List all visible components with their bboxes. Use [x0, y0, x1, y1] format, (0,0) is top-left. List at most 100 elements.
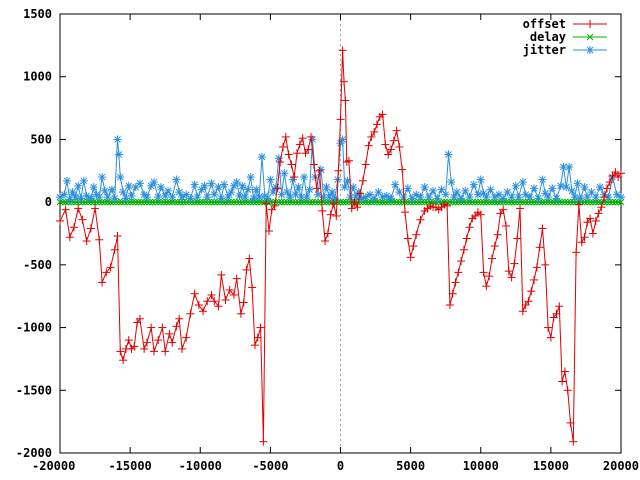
- data-point-offset: [106, 263, 115, 272]
- data-point-jitter: [556, 181, 565, 190]
- data-point-delay: [311, 198, 319, 206]
- data-point-delay: [491, 198, 499, 206]
- data-point-jitter: [200, 181, 209, 190]
- data-point-offset: [401, 208, 410, 217]
- data-point-offset: [560, 367, 569, 376]
- data-point-delay: [612, 198, 619, 206]
- data-point-offset: [248, 283, 257, 292]
- data-point-delay: [84, 198, 92, 206]
- data-point-delay: [157, 198, 165, 206]
- data-point-delay: [216, 198, 224, 206]
- data-point-delay: [59, 198, 67, 206]
- data-point-offset: [250, 341, 259, 350]
- data-point-offset: [501, 221, 510, 230]
- data-point-delay: [339, 198, 347, 206]
- data-point-delay: [174, 198, 182, 206]
- data-point-jitter: [172, 175, 181, 184]
- data-point-offset: [532, 263, 541, 272]
- data-point-offset: [172, 322, 181, 331]
- data-point-offset: [135, 314, 144, 323]
- data-point-jitter: [241, 193, 250, 202]
- data-point-offset: [95, 235, 104, 244]
- legend-label-jitter: jitter: [523, 43, 566, 57]
- data-point-offset: [580, 233, 589, 242]
- data-point-jitter: [530, 184, 539, 193]
- data-point-delay: [382, 198, 389, 206]
- data-point-offset: [78, 215, 87, 224]
- data-point-jitter: [246, 173, 255, 182]
- data-point-delay: [112, 198, 120, 206]
- data-point-delay: [390, 198, 398, 206]
- data-point-jitter: [95, 193, 104, 202]
- data-point-delay: [541, 198, 549, 206]
- data-point-jitter: [286, 193, 295, 202]
- data-point-jitter: [412, 190, 421, 199]
- data-point-offset: [142, 338, 151, 347]
- data-point-offset: [459, 245, 468, 254]
- data-point-jitter: [587, 188, 596, 197]
- data-point-delay: [567, 198, 574, 206]
- data-point-offset: [190, 289, 199, 298]
- data-point-jitter: [420, 183, 429, 192]
- data-point-delay: [519, 198, 527, 206]
- data-point-delay: [452, 198, 459, 206]
- data-point-offset: [555, 302, 564, 311]
- data-point-offset: [341, 96, 350, 105]
- data-point-delay: [121, 198, 128, 206]
- data-point-offset: [403, 234, 412, 243]
- data-point-delay: [373, 198, 381, 206]
- data-point-jitter: [567, 186, 576, 195]
- data-point-jitter: [612, 190, 621, 199]
- data-point-jitter: [576, 194, 585, 203]
- data-point-delay: [258, 198, 266, 206]
- data-point-jitter: [193, 193, 202, 202]
- data-point-jitter: [243, 185, 252, 194]
- data-point-jitter: [113, 135, 122, 144]
- y-axis-ticks: -2000 -1500 -1000 -500 0 500 1000 1500: [16, 7, 621, 460]
- data-point-delay: [219, 198, 227, 206]
- data-point-offset: [207, 290, 216, 299]
- data-point-delay: [603, 198, 611, 206]
- data-point-offset: [563, 386, 572, 395]
- data-point-delay: [609, 198, 616, 206]
- data-point-delay: [309, 198, 316, 206]
- data-point-jitter: [74, 181, 83, 190]
- data-point-offset: [318, 206, 327, 215]
- data-point-jitter: [114, 150, 123, 159]
- data-point-offset: [476, 210, 485, 219]
- data-point-offset: [617, 169, 625, 178]
- data-point-jitter: [465, 193, 474, 202]
- data-point-offset: [594, 209, 603, 218]
- data-point-offset: [538, 224, 547, 233]
- data-point-offset: [370, 127, 379, 136]
- data-point-delay: [303, 198, 311, 206]
- data-point-jitter: [416, 193, 425, 202]
- data-point-delay: [544, 198, 552, 206]
- data-point-delay: [522, 198, 529, 206]
- data-point-delay: [558, 198, 566, 206]
- data-point-jitter: [514, 193, 523, 202]
- data-point-offset: [221, 295, 230, 304]
- data-point-delay: [98, 198, 106, 206]
- y-tick-label: 500: [30, 132, 52, 146]
- data-point-delay: [233, 198, 241, 206]
- series-offset: [56, 46, 625, 446]
- y-tick-label: -1000: [16, 321, 52, 335]
- data-point-offset: [229, 290, 238, 299]
- data-point-jitter: [124, 181, 133, 190]
- data-point-offset: [165, 329, 174, 338]
- data-point-delay: [396, 198, 403, 206]
- data-point-offset: [86, 224, 95, 233]
- data-point-jitter: [294, 183, 303, 192]
- data-point-offset: [524, 297, 533, 306]
- data-point-jitter: [190, 180, 199, 189]
- data-point-jitter: [302, 193, 311, 202]
- data-point-delay: [317, 198, 325, 206]
- x-tick-label: -15000: [108, 459, 151, 473]
- data-point-jitter: [403, 184, 412, 193]
- data-point-delay: [583, 198, 591, 206]
- data-point-delay: [407, 198, 414, 206]
- data-point-jitter: [100, 186, 109, 195]
- data-point-offset: [295, 140, 304, 149]
- data-point-jitter: [142, 193, 151, 202]
